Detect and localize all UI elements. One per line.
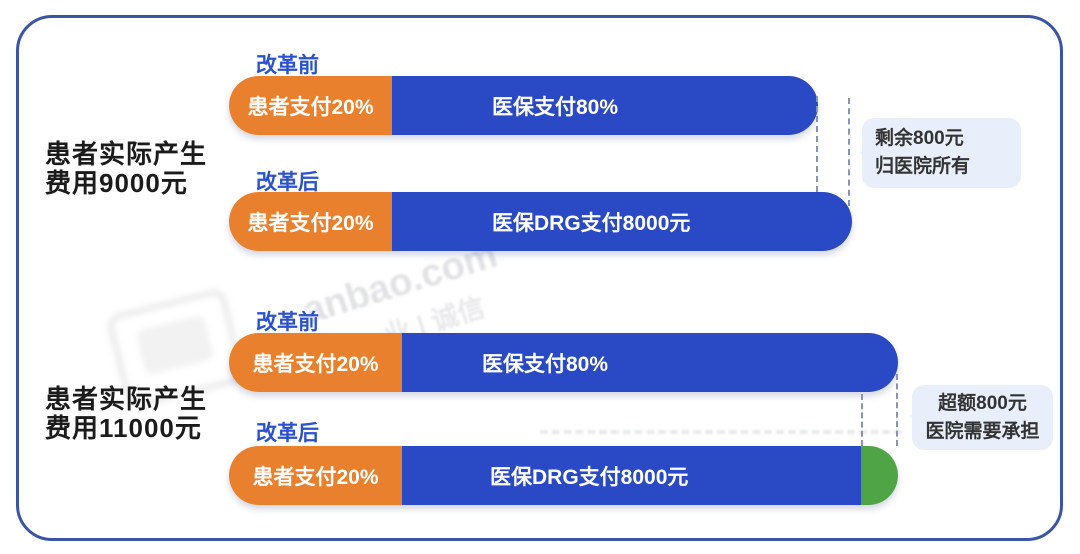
case2-before-tag: 改革前 [256,311,319,334]
insurer-pay-label: 医保支付80% [482,352,609,376]
insurer-pay-segment: 医保支付80% [392,76,818,135]
guide-dash-line [861,394,863,446]
patient-pay-segment: 患者支付20% [229,446,402,505]
patient-pay-label: 患者支付20% [247,211,374,235]
insurer-pay-segment: 医保DRG支付8000元 [402,446,861,505]
case1-total-label: 患者实际产生 费用9000元 [45,140,207,198]
case2-after-bar: 患者支付20% 医保DRG支付8000元 [229,446,898,505]
case1-total-label-line1: 患者实际产生 [45,139,208,169]
patient-pay-segment: 患者支付20% [229,333,402,392]
patient-pay-segment: 患者支付20% [229,76,392,135]
insurer-pay-label: 医保DRG支付8000元 [490,465,689,489]
insurer-pay-label: 医保DRG支付8000元 [492,211,691,235]
case1-before-tag: 改革前 [256,54,319,77]
case2-total-label-line2: 费用11000元 [45,413,202,443]
insurer-pay-segment: 医保支付80% [402,333,898,392]
patient-pay-label: 患者支付20% [252,352,379,376]
case2-callout-line1: 超额800元 [938,392,1027,414]
case1-callout-line2: 归医院所有 [875,156,971,177]
insurer-pay-segment: 医保DRG支付8000元 [392,192,852,251]
guide-dash-line [816,96,818,192]
watermark-dash-line [540,430,902,434]
insurer-pay-label: 医保支付80% [492,95,619,119]
guide-dash-line [848,98,850,206]
patient-pay-label: 患者支付20% [247,95,374,119]
outer-frame [16,15,1063,541]
case2-callout: 超额800元 医院需要承担 [910,385,1053,450]
patient-pay-label: 患者支付20% [252,465,379,489]
case1-after-bar: 患者支付20% 医保DRG支付8000元 [229,192,852,251]
patient-pay-segment: 患者支付20% [229,192,392,251]
case2-after-tag: 改革后 [256,422,319,445]
case2-total-label: 患者实际产生 费用11000元 [45,385,207,443]
guide-dash-line [896,374,898,446]
case2-total-label-line1: 患者实际产生 [45,384,208,414]
case2-callout-line2: 医院需要承担 [925,420,1040,442]
case2-before-bar: 患者支付20% 医保支付80% [229,333,898,392]
case1-callout: 剩余800元 归医院所有 [860,118,1021,188]
case1-callout-line1: 剩余800元 [875,128,964,149]
case1-total-label-line2: 费用9000元 [45,168,188,198]
case1-after-tag: 改革后 [256,171,319,194]
case1-before-bar: 患者支付20% 医保支付80% [229,76,818,135]
